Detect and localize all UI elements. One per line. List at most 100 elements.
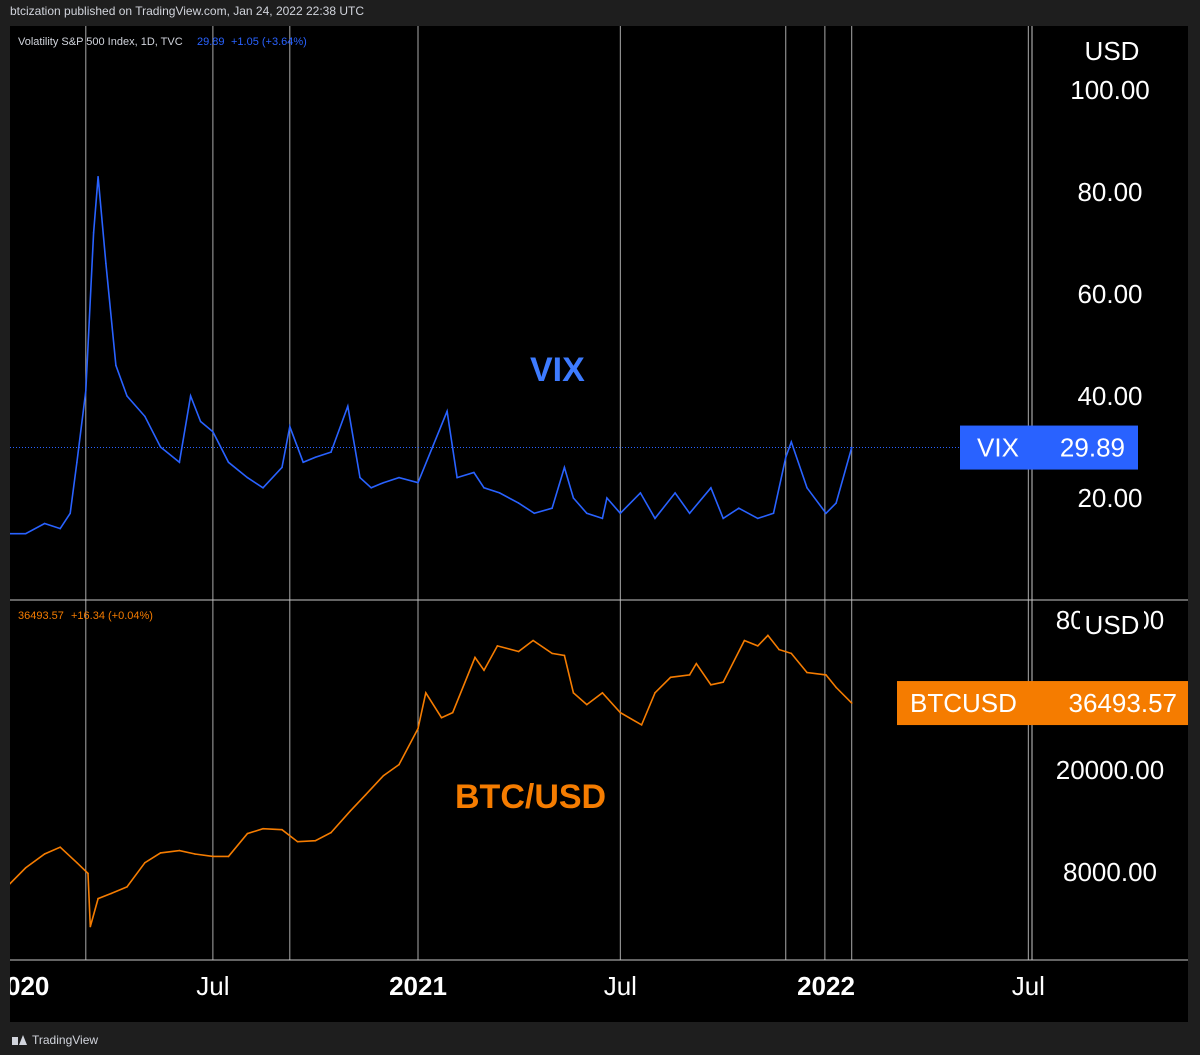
vix-point [825, 512, 827, 515]
vix-point [302, 461, 304, 464]
btc-point [97, 897, 99, 900]
btc-point [835, 686, 837, 689]
btc-point [517, 650, 520, 653]
vix-point [43, 522, 46, 525]
svg-text:36493.57: 36493.57 [1069, 688, 1177, 718]
vix-point [115, 364, 117, 367]
vix-point [738, 507, 740, 510]
chart-area[interactable]: Volatility S&P 500 Index, 1D, TVC 29.89 … [10, 26, 1188, 1022]
btc-point [227, 855, 230, 858]
time-axis-label: 020 [10, 971, 49, 1001]
vix-point [772, 512, 775, 515]
vix-point [456, 476, 458, 479]
vix-series-line[interactable] [10, 176, 853, 535]
btc-point [743, 639, 746, 642]
vix-point [498, 492, 501, 494]
vix-point [639, 492, 642, 494]
btc-y-tick-label: 20000.00 [1056, 755, 1164, 785]
svg-text:VIX: VIX [977, 433, 1019, 463]
vix-y-tick-label: 40.00 [1077, 381, 1142, 411]
vix-point [24, 532, 27, 535]
btc-point [212, 855, 214, 858]
btc-point [563, 654, 566, 657]
vix-point [850, 446, 853, 449]
vix-point [59, 527, 61, 530]
vix-price-scale[interactable]: 100.00 80.00 60.00 40.00 20.00 [1070, 75, 1150, 513]
btc-point [654, 692, 656, 694]
btc-annotation: BTC/USD [455, 778, 606, 816]
vix-point [398, 476, 400, 479]
btc-point [349, 810, 351, 813]
btc-point [296, 840, 299, 843]
btc-point [688, 674, 691, 676]
vix-point [69, 512, 71, 515]
btc-point [767, 634, 769, 637]
chart-svg[interactable]: Volatility S&P 500 Index, 1D, TVC 29.89 … [10, 26, 1188, 1022]
vix-y-tick-label: 60.00 [1077, 279, 1142, 309]
time-axis-label: 2022 [797, 971, 855, 1001]
vix-point [710, 487, 712, 489]
time-axis-label: Jul [604, 971, 637, 1001]
vix-point [370, 487, 372, 489]
btc-point [640, 724, 643, 726]
vix-point [144, 415, 146, 418]
vix-y-tick-label: 20.00 [1077, 483, 1142, 513]
btc-series-line[interactable] [10, 634, 853, 927]
vix-point [446, 410, 448, 413]
vix-legend-value: 29.89 [197, 36, 225, 48]
vix-point [563, 466, 566, 469]
btc-point [757, 645, 759, 647]
vix-legend-change: +1.05 (+3.64%) [231, 36, 307, 48]
footer-brand: TradingView [32, 1033, 99, 1047]
vix-point [757, 517, 759, 520]
svg-text:BTCUSD: BTCUSD [910, 688, 1017, 718]
btc-point [281, 828, 283, 831]
btc-point [601, 692, 604, 694]
btc-point [24, 867, 27, 869]
vix-point [601, 517, 604, 520]
btc-point [532, 639, 534, 642]
vix-point [483, 487, 485, 489]
btc-point [483, 669, 485, 672]
vix-currency-box [1080, 33, 1144, 67]
vix-currency-label: USD [1085, 36, 1140, 66]
btc-point [496, 645, 499, 647]
vix-point [105, 262, 107, 265]
btc-point [76, 861, 78, 864]
btc-point [178, 849, 181, 852]
btc-point [417, 727, 419, 730]
btc-point [10, 882, 11, 885]
vix-point [281, 466, 283, 469]
btc-currency-box [1080, 608, 1144, 642]
vix-point [835, 502, 837, 504]
btc-point [330, 831, 332, 834]
btc-point [440, 716, 443, 719]
time-axis-labels[interactable]: 020 Jul 2021 Jul 2022 Jul [10, 971, 1045, 1001]
btc-last-value-badge: BTCUSD 36493.57 [897, 681, 1188, 726]
btc-point [585, 703, 588, 706]
vix-point [159, 446, 162, 448]
vix-legend-name: Volatility S&P 500 Index, 1D, TVC [18, 36, 183, 48]
btc-point [850, 702, 853, 704]
btc-point [669, 676, 672, 679]
btc-point [710, 683, 712, 686]
vix-point [262, 487, 264, 489]
vix-point [126, 395, 128, 397]
vix-points [10, 175, 853, 535]
vix-point [289, 425, 291, 428]
btc-point [59, 846, 61, 848]
vix-point [654, 517, 656, 520]
publish-info: btcization published on TradingView.com,… [10, 4, 364, 18]
time-axis-label: 2021 [389, 971, 447, 1001]
vix-y-tick-label: 100.00 [1070, 75, 1150, 105]
btc-point [110, 892, 113, 895]
btc-point [551, 652, 553, 655]
btc-point [364, 794, 367, 796]
vix-point [606, 497, 608, 499]
vix-y-tick-label: 80.00 [1077, 177, 1142, 207]
vix-point [806, 487, 808, 489]
vix-point [346, 405, 349, 408]
btc-point [398, 763, 400, 766]
